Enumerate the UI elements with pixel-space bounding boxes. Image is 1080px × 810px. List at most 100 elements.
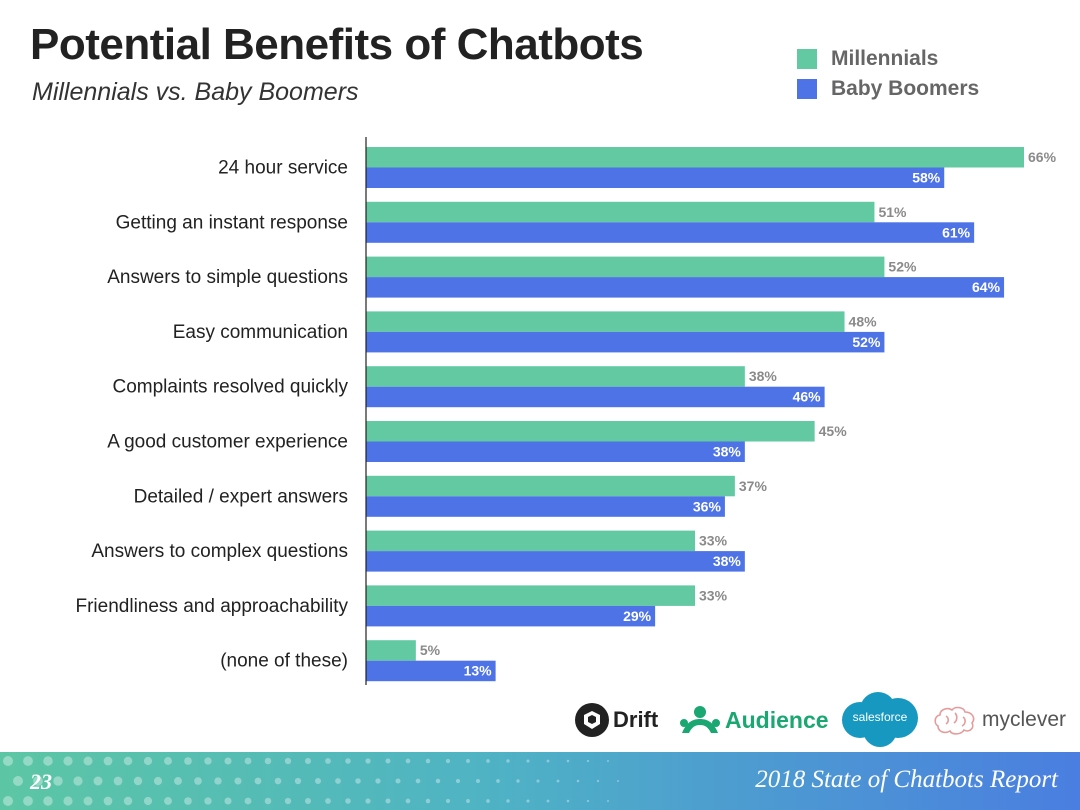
footer-dot [294,777,302,785]
footer-dot [345,758,351,764]
partner-logos: Drift Audience salesforce myclever [574,690,1080,750]
category-label-24-hour-service: 24 hour service [218,158,348,179]
footer-dot [43,796,53,806]
footer-dot [486,799,490,803]
category-label-getting-an-instant-response: Getting an instant response [116,212,348,233]
footer-dot [13,776,23,786]
bar-millennials-complaints-resolved-quickly [366,366,745,387]
footer-dot [606,759,610,763]
footer-dot [486,759,490,763]
data-label-millennials-answers-to-complex-questions: 33% [699,533,728,549]
footer-dot-pattern [3,756,620,806]
page-number: 23 [30,769,52,794]
footer-dot [184,797,192,805]
logo-drift: Drift [574,702,658,738]
footer-dot [546,799,550,803]
data-label-millennials-24-hour-service: 66% [1028,149,1057,165]
data-label-millennials-a-good-customer-experience: 45% [819,423,848,439]
footer-dot [566,799,570,803]
footer-dot [43,756,53,766]
bar-baby-boomers-24-hour-service [366,167,945,188]
footer-dot [445,758,451,764]
footer-dot [516,779,520,783]
footer-dot [435,778,441,784]
data-label-baby-boomers-complaints-resolved-quickly: 46% [793,389,822,405]
bar-baby-boomers-friendliness-and-approachability [366,605,656,627]
data-label-baby-boomers-24-hour-service: 58% [912,170,941,186]
legend-item-baby-boomers: Baby Boomers [797,74,979,104]
footer-dot [143,756,153,766]
logo-drift-text: Drift [613,707,659,732]
footer-dot [606,799,610,803]
footer-dot [365,758,371,764]
legend: Millennials Baby Boomers [797,44,979,104]
footer-dot [325,758,331,764]
footer-dot [143,796,153,806]
footer-dot [164,797,172,805]
bar-millennials-detailed-expert-answers [366,475,735,497]
footer-dot [345,798,351,804]
logo-salesforce-text: salesforce [852,710,908,724]
category-label-a-good-customer-experience: A good customer experience [107,432,348,453]
footer-dot [445,798,451,804]
data-label-baby-boomers-a-good-customer-experience: 38% [713,444,742,460]
footer-dot [616,779,620,783]
footer-dot [103,756,113,766]
data-label-millennials-easy-communication: 48% [849,313,878,329]
legend-label-baby-boomers: Baby Boomers [831,77,980,100]
footer-dot [33,776,43,786]
footer-dot [123,756,133,766]
bar-baby-boomers-getting-an-instant-response [366,222,975,243]
footer-dot [556,779,560,783]
footer-dot [264,757,272,765]
footer-dot [174,777,182,785]
bar-baby-boomers-answers-to-complex-questions [366,551,745,572]
footer-dot [506,799,510,803]
footer-dot [123,796,133,806]
data-label-baby-boomers-getting-an-instant-response: 61% [942,224,971,240]
footer-dot [586,799,590,803]
data-label-baby-boomers-friendliness-and-approachability: 29% [623,608,652,624]
page-subtitle: Millennials vs. Baby Boomers [32,78,359,106]
footer-dot [164,757,172,765]
bar-baby-boomers-detailed-expert-answers [366,496,725,517]
legend-swatch-baby-boomers [797,79,817,99]
bar-millennials-answers-to-simple-questions [366,256,885,278]
drift-icon [575,703,609,737]
footer-dot [224,797,232,805]
footer-dot [133,776,143,786]
logo-myclever: myclever [932,704,1066,736]
footer-dot [254,777,262,785]
footer-dot [385,758,391,764]
footer-dot [405,798,411,804]
data-label-baby-boomers-answers-to-complex-questions: 38% [713,553,742,569]
footer-dot [63,796,73,806]
footer-dot [284,797,292,805]
bar-baby-boomers-a-good-customer-experience [366,441,745,462]
data-label-millennials-complaints-resolved-quickly: 38% [749,368,778,384]
footer-dot [113,776,123,786]
footer-dot [204,797,212,805]
category-label-none-of-these: (none of these) [220,651,348,672]
category-label-complaints-resolved-quickly: Complaints resolved quickly [113,377,349,398]
footer-dot [264,797,272,805]
bar-baby-boomers-complaints-resolved-quickly [366,386,825,408]
footer-dot [73,776,83,786]
footer-dot [335,778,341,784]
legend-swatch-millennials [797,49,817,69]
bar-millennials-answers-to-complex-questions [366,530,695,552]
footer-dot [244,757,252,765]
data-label-baby-boomers-easy-communication: 52% [852,334,881,350]
footer-dot [496,779,500,783]
footer-dot [466,759,470,763]
bar-millennials-none-of-these [366,640,416,661]
logo-audience: Audience [678,703,829,737]
audience-icon [680,706,720,733]
legend-item-millennials: Millennials [797,44,979,74]
footer-dot [244,797,252,805]
footer-dot [214,777,222,785]
footer-dot [576,779,580,783]
footer-dot [234,777,242,785]
footer-dot [23,796,33,806]
footer-dot [586,759,590,763]
